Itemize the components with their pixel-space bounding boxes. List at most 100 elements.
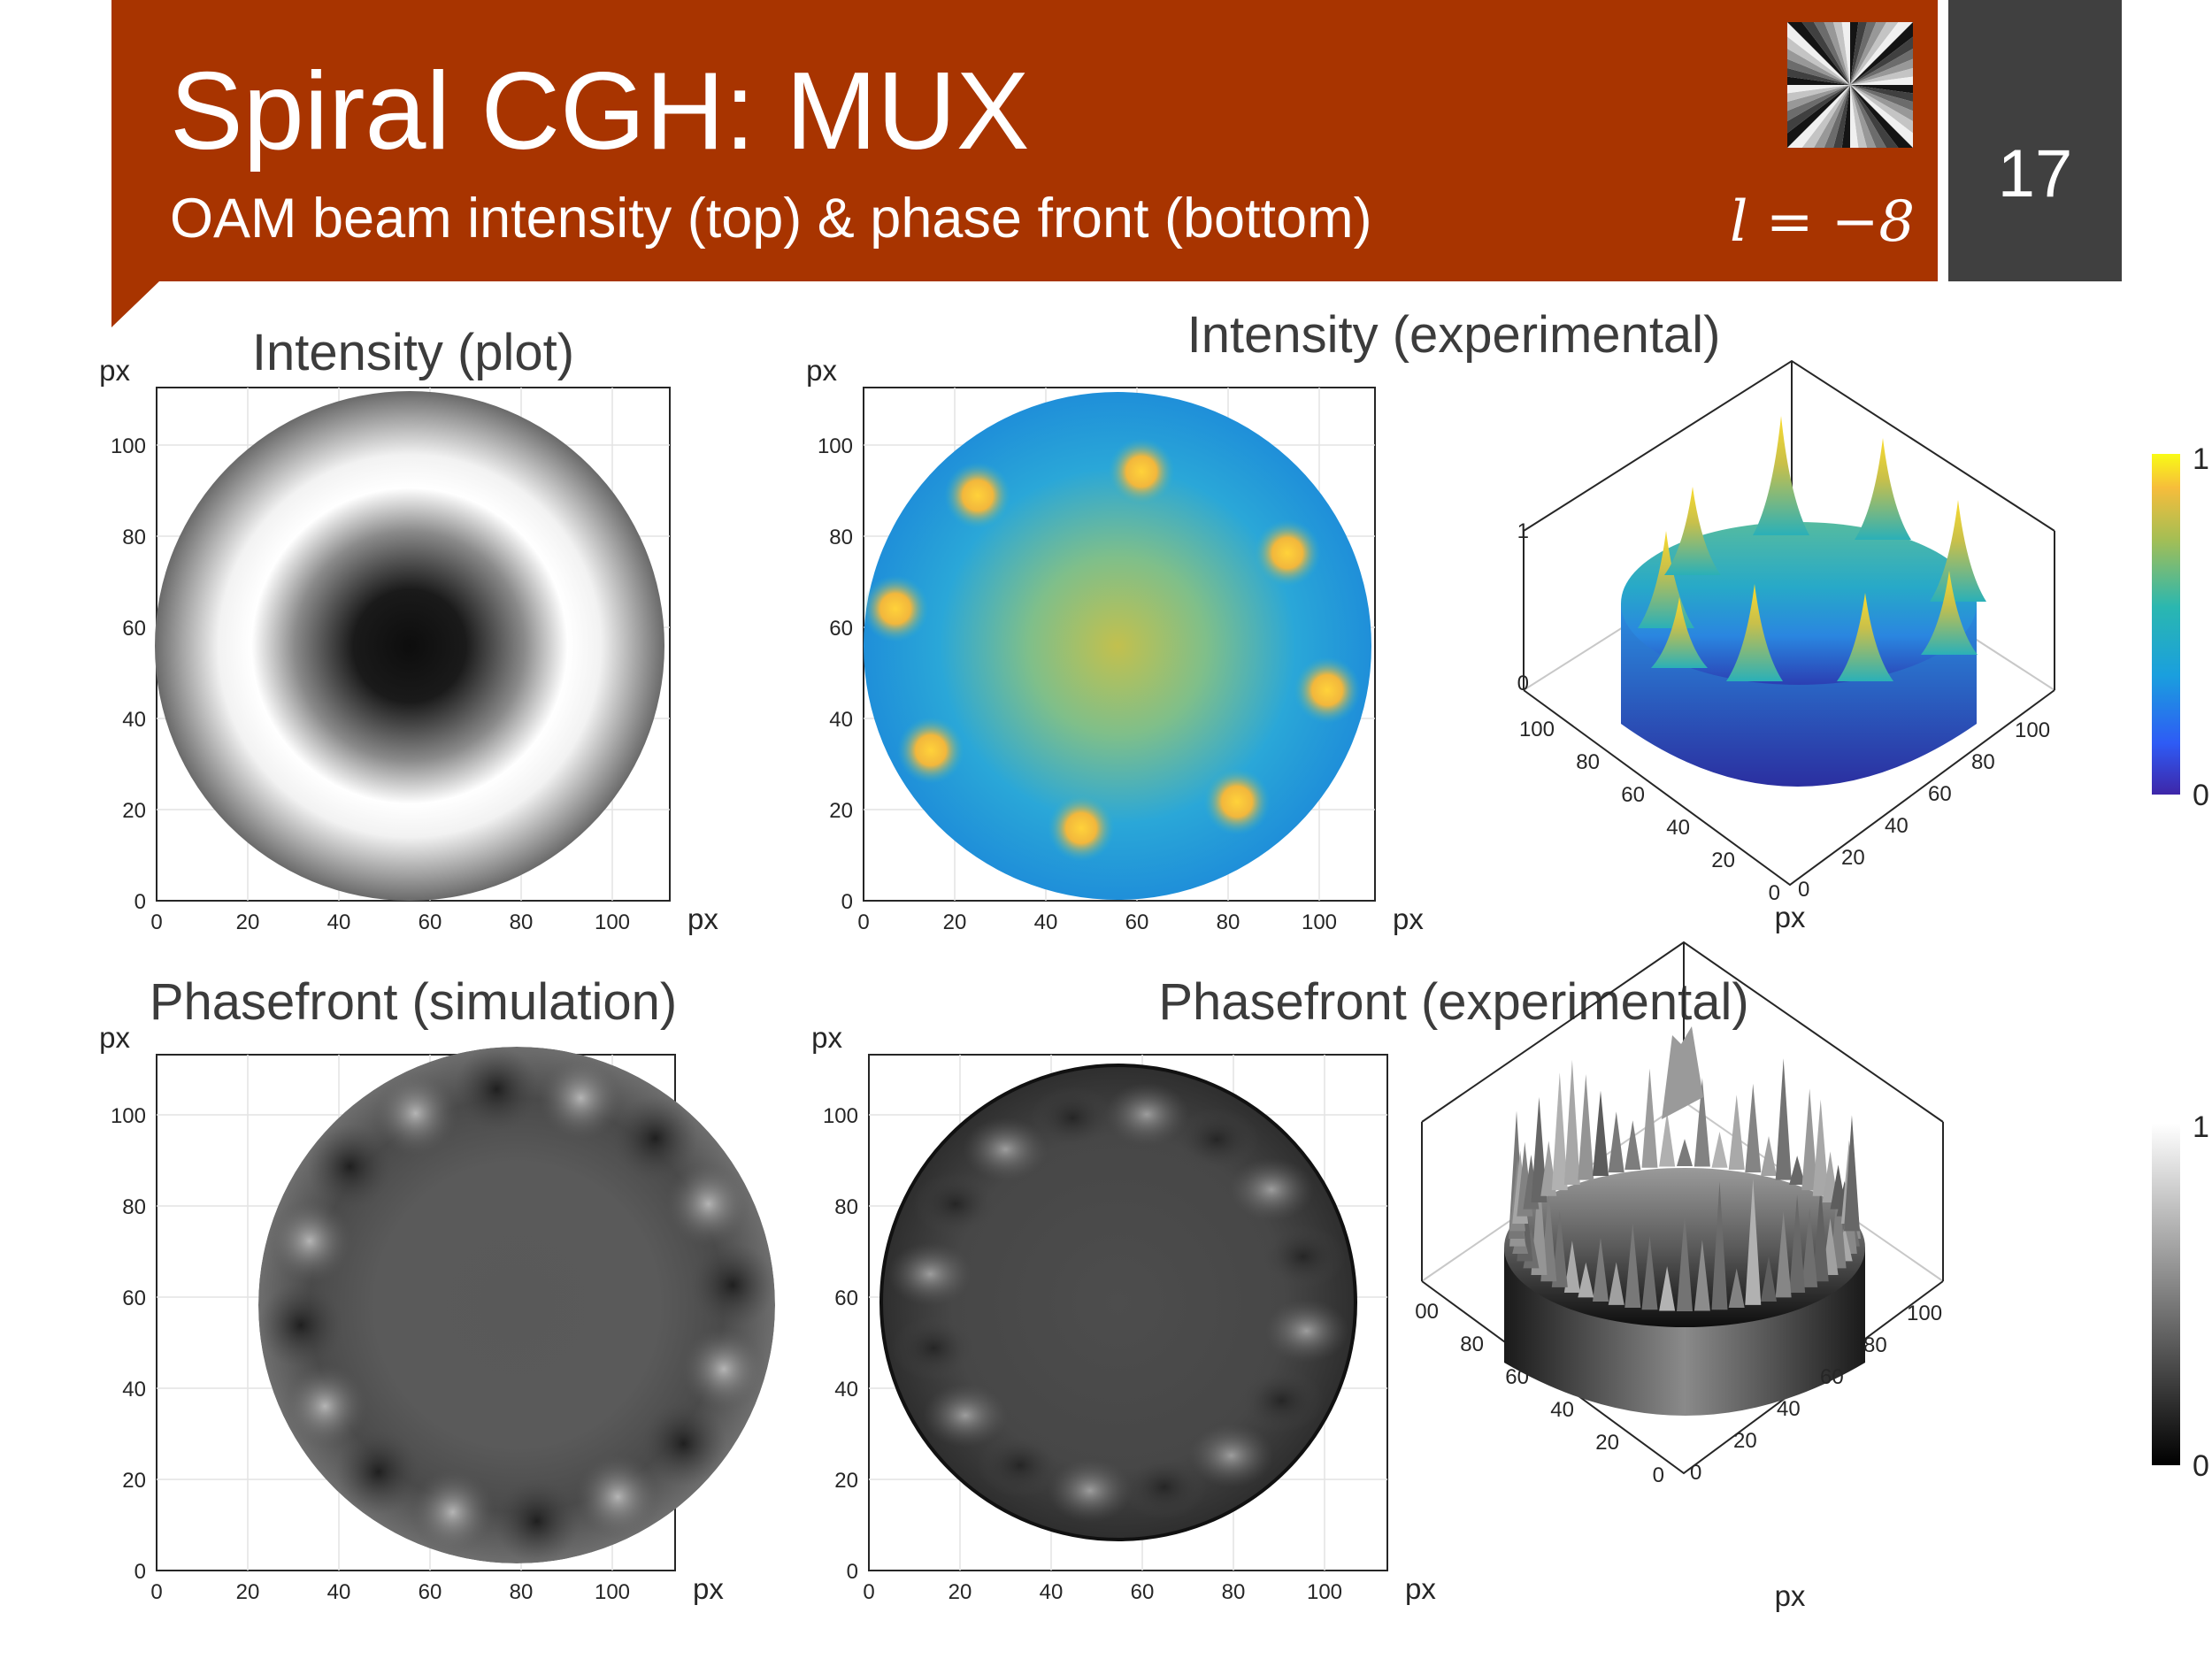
x-axis-unit: px (1405, 1572, 1436, 1605)
colorbar-intensity: 1 0 (2152, 442, 2209, 812)
y-tick-label: 0 (847, 1560, 858, 1584)
surface-tick-label: 60 (1621, 783, 1645, 807)
phase-spike (1641, 1068, 1658, 1168)
x-tick-label: 100 (595, 910, 630, 934)
phase-lobe (1047, 1458, 1133, 1523)
phase-spike (1728, 1268, 1745, 1308)
colorbar-min-label: 0 (2193, 779, 2209, 812)
phase-spike (1843, 1115, 1860, 1232)
phase-lobe (1229, 1157, 1315, 1222)
phasefront-experimental-map (881, 1065, 1356, 1540)
x-tick-label: 40 (327, 1580, 351, 1604)
intensity-spot (1108, 438, 1175, 505)
x-tick-label: 100 (1302, 910, 1337, 934)
phase-spike (1624, 1120, 1641, 1171)
phase-lobe (307, 1124, 393, 1210)
surface-tick-label: 100 (1519, 718, 1555, 741)
panel-title: Intensity (plot) (252, 324, 574, 381)
surface-tick-label: 0 (1653, 1463, 1664, 1487)
phase-lobe (1263, 1299, 1349, 1363)
slide-subtitle: OAM beam intensity (top) & phase front (… (170, 188, 1372, 250)
phase-spike (1775, 1058, 1792, 1180)
x-tick-label: 60 (419, 910, 442, 934)
surface-tick-label: 80 (1460, 1333, 1484, 1356)
y-tick-label: 40 (122, 708, 146, 732)
y-tick-label: 100 (111, 434, 146, 458)
phase-lobe (612, 1095, 698, 1181)
colorbar-min-label: 0 (2193, 1449, 2209, 1483)
surface-tick-label: 0 (1769, 881, 1780, 905)
phase-lobe (891, 1316, 977, 1380)
surface-tick-label: 60 (1928, 782, 1952, 806)
phase-lobe (258, 1282, 344, 1368)
phase-lobe (1121, 1455, 1207, 1519)
surface-tick-label: 0 (1690, 1461, 1701, 1485)
surface-tick-label: 40 (1550, 1398, 1574, 1422)
surface-tick-label: 40 (1666, 816, 1690, 840)
surface-tick-label: 20 (1841, 846, 1865, 870)
intensity-spot (862, 575, 929, 642)
panel-phasefront-simulation: Phasefront (simulation) 00 20 20 40 40 60 60 80… (99, 973, 775, 1605)
surface-tick-label: 60 (1820, 1365, 1844, 1389)
x-tick-label: 40 (327, 910, 351, 934)
surface-tick-label: 40 (1885, 814, 1909, 838)
phase-lobe (575, 1454, 661, 1540)
phase-lobe (494, 1478, 580, 1563)
intensity-peak (1753, 416, 1809, 535)
header-banner (111, 0, 1938, 327)
panel-title: Phasefront (experimental) (1158, 973, 1748, 1031)
phase-lobe (1188, 1424, 1274, 1488)
page-number: 17 (1998, 136, 2073, 211)
phase-lobe (282, 1363, 368, 1449)
intensity-spots (862, 438, 1361, 862)
phase-lobe (641, 1401, 726, 1486)
phase-lobe (912, 1171, 998, 1236)
phase-spike (1563, 1240, 1580, 1293)
intensity-donut (155, 391, 664, 901)
phasefront-simulation-map (258, 1047, 775, 1563)
y-tick-label: 60 (122, 1286, 146, 1310)
phase-spike (1608, 1111, 1624, 1173)
intensity-peak (1651, 597, 1708, 668)
phase-lobe (266, 1198, 352, 1284)
phase-spike (1677, 1213, 1693, 1311)
surface-tick-label: 100 (2015, 718, 2050, 742)
phase-lobe (335, 1429, 421, 1515)
surface-tick-label: 20 (1733, 1429, 1757, 1453)
phase-lobe (373, 1071, 458, 1156)
phase-spike (1641, 1235, 1658, 1310)
surface-tick-label: 20 (1595, 1431, 1619, 1455)
colorbar-phasefront: 1 0 (2152, 1110, 2209, 1483)
x-tick-label: 20 (949, 1580, 972, 1604)
phase-spike (1677, 1139, 1693, 1166)
panel-intensity-plot: Intensity (plot) 00 20 20 40 40 60 60 80 80 100 10… (99, 324, 718, 935)
phase-spike (1624, 1223, 1641, 1308)
y-tick-label: 100 (818, 434, 853, 458)
phase-spike (1761, 1256, 1777, 1302)
phase-spike (1694, 1078, 1710, 1167)
intensity-spot (897, 717, 964, 784)
x-tick-label: 0 (857, 910, 869, 934)
surface-tick-label: 0 (1798, 878, 1809, 902)
oam-equation: l = −8 (1730, 189, 1915, 255)
y-tick-label: 60 (829, 617, 853, 641)
x-tick-label: 80 (510, 910, 534, 934)
x-tick-label: 60 (1131, 1580, 1155, 1604)
slide-header: Spiral CGH: MUX OAM beam intensity (top)… (111, 0, 2122, 327)
phase-lobe (1174, 1107, 1260, 1171)
surface-tick-label: 80 (1576, 750, 1600, 774)
y-tick-label: 0 (841, 890, 853, 914)
phase-spike (1775, 1211, 1792, 1298)
x-axis-unit: px (687, 902, 718, 935)
phase-spike (1711, 1132, 1728, 1168)
intensity-spot (1294, 657, 1361, 724)
x-axis-unit: px (1393, 902, 1424, 935)
y-tick-label: 40 (834, 1378, 858, 1402)
y-axis-unit: px (811, 1021, 842, 1054)
phase-spike (1578, 1073, 1594, 1180)
intensity-spot (1254, 519, 1321, 587)
y-tick-label: 80 (834, 1195, 858, 1219)
intensity-peak (1930, 500, 1986, 602)
